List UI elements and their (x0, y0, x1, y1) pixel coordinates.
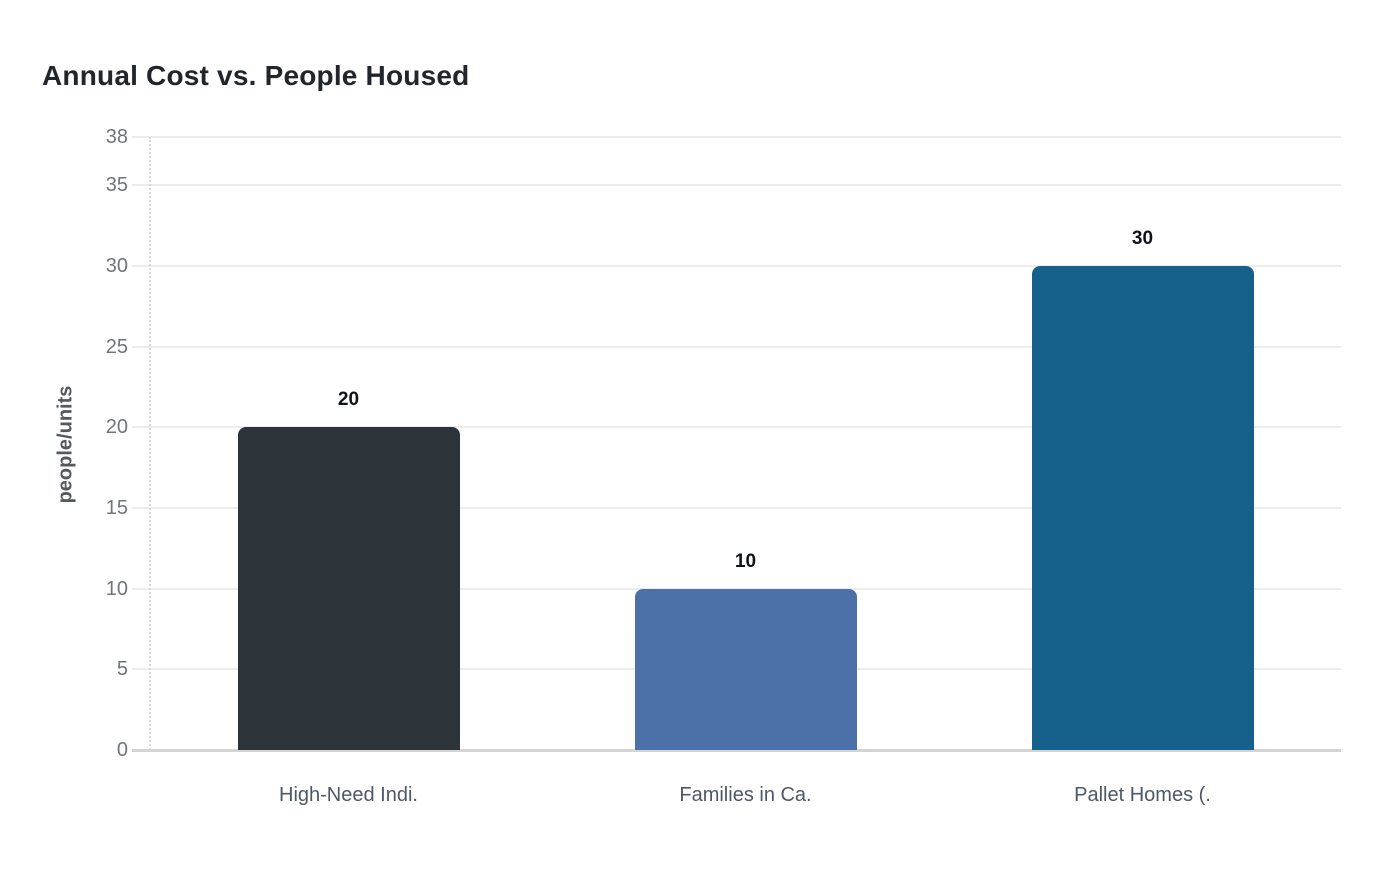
y-tick-label: 35 (105, 174, 128, 197)
y-tick-label: 38 (105, 126, 128, 148)
x-category-label: Pallet Homes (. (1074, 784, 1211, 806)
gridline (132, 184, 1341, 187)
bar-value-label: 10 (734, 550, 757, 572)
y-tick-label: 20 (105, 416, 128, 439)
y-tick-label: 5 (116, 658, 128, 681)
x-category-label: High-Need Indi. (279, 784, 418, 806)
y-tick-label: 10 (105, 577, 128, 600)
bar-value-label: 30 (1131, 228, 1154, 250)
y-axis-line (149, 137, 151, 750)
x-axis-baseline (132, 748, 1341, 752)
x-category-label: Families in Ca. (679, 784, 812, 806)
chart-title: Annual Cost vs. People Housed (42, 60, 470, 91)
bar-0[interactable] (237, 427, 460, 750)
gridline (132, 426, 1341, 429)
y-tick-label: 30 (105, 255, 128, 278)
gridline (132, 265, 1341, 268)
gridline (132, 345, 1341, 348)
y-tick-label: 15 (105, 497, 128, 520)
gridline (132, 507, 1341, 510)
bar-1[interactable] (634, 588, 857, 750)
y-tick-label: 0 (116, 739, 128, 761)
bar-2[interactable] (1031, 266, 1254, 750)
y-tick-label: 25 (105, 335, 128, 358)
bar-value-label: 20 (337, 389, 360, 411)
gridline (132, 136, 1341, 138)
